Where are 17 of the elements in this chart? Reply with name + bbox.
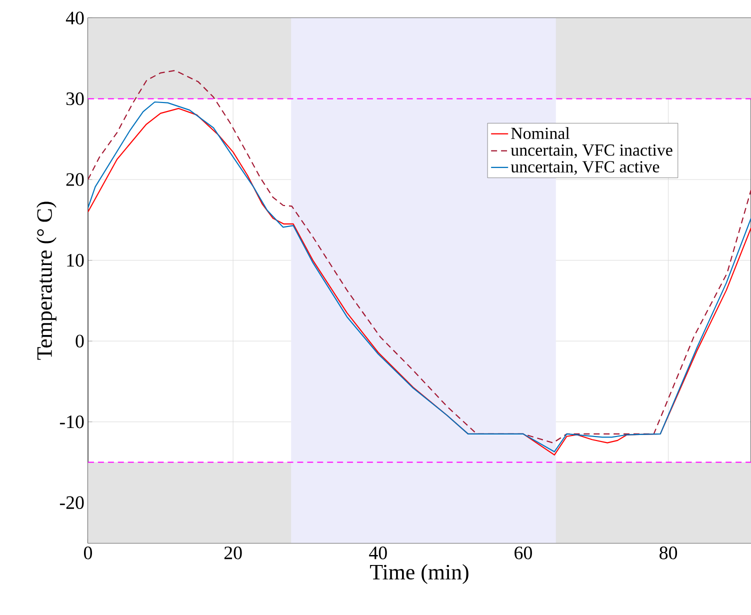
y-axis-title: Temperature (° C): [36, 202, 56, 360]
x-tick-label: 60: [514, 546, 532, 560]
x-tick-label: 20: [224, 546, 242, 560]
y-tick-label: -10: [60, 415, 84, 428]
legend-label: uncertain, VFC inactive: [510, 144, 672, 158]
x-tick-label: 40: [369, 546, 387, 560]
y-tick-label: 0: [76, 334, 84, 348]
x-tick-label: 80: [660, 546, 678, 560]
y-tick-label: 10: [67, 254, 84, 267]
legend-label: Nominal: [511, 127, 570, 140]
y-tick-label: 40: [66, 12, 84, 24]
y-tick-label: 30: [66, 92, 84, 106]
legend-label: uncertain, VFC active: [510, 161, 660, 175]
x-tick-label: 0: [84, 546, 92, 560]
y-tick-label: -20: [60, 496, 84, 510]
x-axis-title: Time (min): [370, 564, 468, 584]
y-tick-label: 20: [66, 173, 84, 186]
